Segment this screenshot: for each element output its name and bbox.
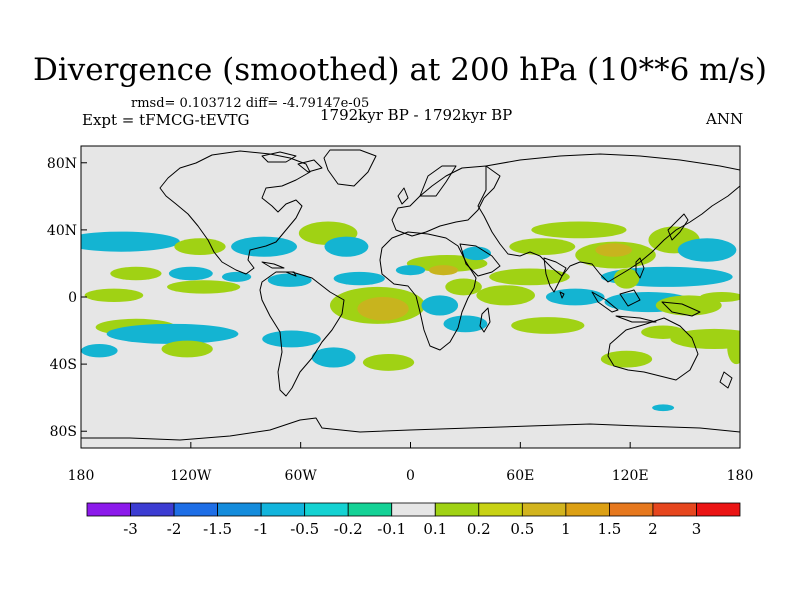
divergence-anomaly-39: [677, 238, 737, 262]
colorbar-swatch-9: [478, 502, 523, 517]
divergence-anomaly-3: [168, 266, 213, 281]
colorbar-label-0: -3: [123, 520, 138, 538]
divergence-anomaly-26: [445, 278, 482, 296]
colorbar-swatch-7: [391, 502, 436, 517]
period-label: 1792kyr BP - 1792kyr BP: [320, 106, 513, 124]
divergence-anomaly-6: [84, 288, 144, 303]
divergence-anomaly-8: [267, 273, 312, 287]
divergence-anomaly-41: [655, 295, 722, 316]
divergence-anomaly-2: [110, 266, 162, 281]
divergence-anomaly-5: [221, 271, 252, 282]
x-tick-label-2: 60W: [285, 468, 318, 484]
x-tick-label-0: 180: [68, 468, 95, 484]
coastlines: [81, 149, 740, 441]
divergence-anomaly-13: [161, 340, 213, 358]
colorbar-swatch-2: [173, 502, 218, 517]
colorbar-swatch-14: [696, 502, 741, 517]
x-tick-label-4: 60E: [506, 468, 534, 484]
divergence-anomaly-44: [600, 350, 653, 368]
colorbar-swatch-11: [565, 502, 610, 517]
divergence-anomaly-22: [428, 265, 459, 276]
stats-line: rmsd= 0.103712 diff= -4.79147e-05: [131, 96, 370, 111]
colorbar-label-10: 1: [561, 520, 571, 538]
colorbar-swatch-4: [260, 502, 306, 517]
divergence-anomaly-47: [652, 404, 675, 412]
colorbar-label-13: 3: [692, 520, 702, 538]
colorbar-swatch-1: [130, 502, 175, 517]
colorbar-label-8: 0.2: [467, 520, 491, 538]
divergence-anomaly-0: [81, 231, 180, 252]
colorbar-swatch-13: [652, 502, 697, 517]
colorbar-label-9: 0.5: [510, 520, 534, 538]
divergence-anomaly-16: [311, 347, 356, 368]
experiment-label: Expt = tFMCG-tEVTG: [82, 111, 250, 129]
divergence-anomaly-12: [106, 323, 239, 344]
colorbar-swatch-10: [521, 502, 567, 517]
plot-title: Divergence (smoothed) at 200 hPa (10**6 …: [33, 52, 767, 88]
colorbar-swatch-0: [86, 502, 131, 517]
divergence-anomaly-30: [509, 238, 576, 256]
divergence-anomaly-17: [362, 354, 415, 371]
divergence-anomaly-31: [531, 221, 627, 239]
y-tick-label-1: 40N: [47, 223, 77, 239]
divergence-anomaly-27: [476, 285, 535, 306]
colorbar-label-4: -0.5: [290, 520, 319, 538]
divergence-anomaly-20: [333, 271, 385, 286]
divergence-anomaly-29: [511, 317, 585, 334]
colorbar-swatch-3: [217, 502, 262, 517]
colorbar-swatch-5: [304, 502, 349, 517]
colorbar-swatch-6: [347, 502, 393, 517]
colorbar: -3 -2 -1.5 -1 -0.5 -0.2 -0.1 0.1 0.2 0.5 1 1.5 2 3: [86, 502, 741, 538]
divergence-anomaly-45: [727, 330, 740, 365]
divergence-anomaly-35: [595, 243, 632, 257]
divergence-anomaly-15: [262, 330, 321, 348]
divergence-anomaly-28: [443, 315, 488, 333]
colorbar-label-2: -1.5: [203, 520, 232, 538]
colorbar-swatch-8: [434, 502, 480, 517]
y-tick-label-3: 40S: [50, 357, 77, 373]
colorbar-swatch-12: [609, 502, 654, 517]
divergence-anomaly-24: [395, 265, 426, 276]
divergence-anomaly-10: [324, 236, 369, 257]
divergence-anomaly-14: [81, 343, 118, 358]
colorbar-label-7: 0.1: [423, 520, 447, 538]
x-tick-label-5: 120E: [612, 468, 649, 484]
divergence-anomaly-46: [699, 291, 740, 303]
divergence-anomaly-23: [461, 246, 492, 261]
season-label: ANN: [706, 110, 744, 128]
y-tick-label-0: 80N: [47, 156, 77, 172]
divergence-anomaly-7: [167, 280, 241, 294]
y-tick-label-2: 0: [68, 290, 77, 306]
divergence-anomaly-25: [421, 295, 459, 316]
colorbar-label-12: 2: [648, 520, 658, 538]
x-tick-label-3: 0: [406, 468, 415, 484]
colorbar-label-11: 1.5: [597, 520, 621, 538]
y-tick-label-4: 80S: [50, 424, 77, 440]
axis-ticks: 180 120W 60W 0 60E 120E 180 80N 40N 0 40S 80S: [47, 156, 753, 484]
colorbar-label-5: -0.2: [334, 520, 363, 538]
divergence-anomaly-32: [489, 268, 570, 286]
divergence-anomaly-1: [174, 238, 226, 256]
divergence-anomaly-38: [613, 268, 640, 289]
divergence-anomaly-21: [406, 255, 488, 272]
colorbar-label-1: -2: [167, 520, 182, 538]
colorbar-label-6: -0.1: [377, 520, 406, 538]
x-tick-label-6: 180: [727, 468, 754, 484]
divergence-anomaly-43: [641, 325, 686, 339]
divergence-anomaly-19: [357, 297, 409, 321]
x-tick-label-1: 120W: [170, 468, 212, 484]
divergence-field: [81, 221, 740, 412]
colorbar-label-3: -1: [254, 520, 269, 538]
